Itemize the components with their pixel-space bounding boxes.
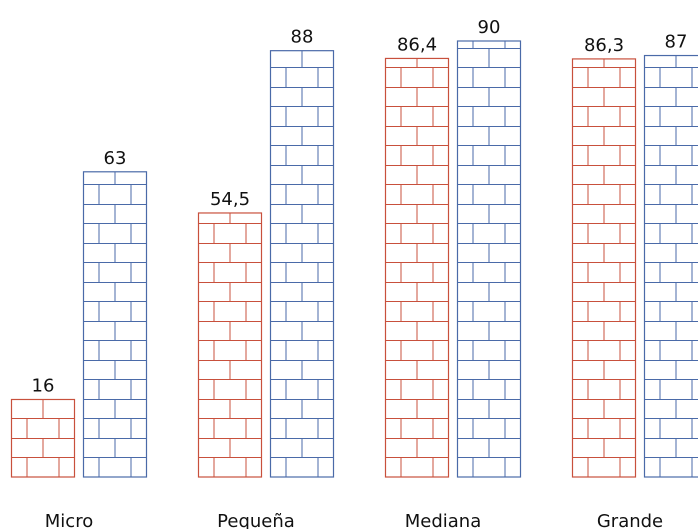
value-label: 16 (32, 375, 55, 396)
bar (197, 212, 263, 478)
bar (384, 57, 450, 478)
x-tick-label: Pequeña (217, 511, 295, 529)
value-label: 86,3 (584, 35, 624, 56)
bar (456, 40, 522, 478)
value-label: 86,4 (397, 34, 437, 55)
bar (643, 54, 698, 478)
value-label: 88 (291, 27, 314, 48)
bar (571, 58, 637, 478)
bar (10, 398, 76, 478)
value-label: 90 (478, 17, 501, 38)
x-tick-label: Micro (45, 511, 93, 529)
bar (269, 50, 335, 478)
value-label: 63 (104, 148, 127, 169)
x-tick-label: Grande (597, 511, 663, 529)
value-label: 87 (665, 32, 688, 53)
bar (82, 171, 148, 478)
x-tick-label: Mediana (405, 511, 482, 529)
value-label: 54,5 (210, 189, 250, 210)
